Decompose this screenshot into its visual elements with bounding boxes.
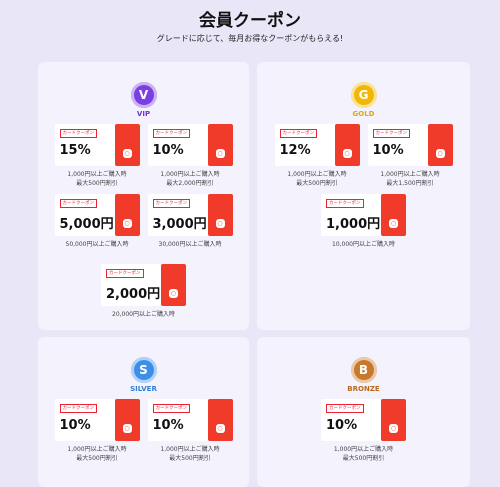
coupon-icon: ○	[389, 219, 398, 228]
coupon-condition: 最大2,000円割引	[166, 180, 214, 187]
coupon-amount: 10%	[152, 418, 184, 433]
coupon-condition: 10,000円以上ご購入時	[332, 241, 395, 248]
grade-name: BRONZE	[347, 385, 380, 393]
coupon-side: ○	[114, 399, 140, 441]
coupon-condition: 1,000円以上ご購入時	[333, 446, 394, 453]
coupon-body	[367, 124, 428, 166]
coupon[interactable]: カードクーポン 3,000円 ○	[147, 194, 233, 236]
coupon[interactable]: カードクーポン 10% ○	[321, 399, 406, 441]
coupon-icon: ○	[122, 149, 132, 158]
coupon-tag: カードクーポン	[326, 199, 364, 208]
coupon-body	[321, 194, 381, 236]
coupon-body	[321, 399, 381, 441]
coupon-condition: 最大500円割引	[76, 455, 118, 462]
coupon-side: ○	[381, 194, 406, 236]
coupon-condition: 最大500円割引	[76, 180, 118, 187]
coupon-body	[54, 194, 115, 236]
coupon[interactable]: カードクーポン 10% ○	[367, 124, 453, 166]
coupon-icon: ○	[215, 149, 225, 158]
coupon[interactable]: カードクーポン 1,000円 ○	[321, 194, 406, 236]
grade-name: GOLD	[352, 110, 375, 118]
coupon-icon: ○	[215, 219, 225, 228]
coupon-icon: ○	[342, 149, 352, 158]
coupon-tag: カードクーポン	[372, 129, 410, 138]
grade-name: SILVER	[130, 385, 157, 393]
coupon-side: ○	[207, 124, 233, 166]
coupon-side: ○	[334, 124, 360, 166]
coupon-side: ○	[161, 264, 186, 306]
coupon-condition: 最大500円割引	[296, 180, 338, 187]
coupon-body	[54, 124, 115, 166]
coupon-condition: 1,000円以上ご購入時	[287, 171, 347, 178]
coupon-tag: カードクーポン	[106, 269, 144, 278]
coupon-amount: 3,000円	[152, 217, 207, 232]
coupon-side: ○	[207, 194, 233, 236]
coupon[interactable]: カードクーポン 2,000円 ○	[101, 264, 186, 306]
coupon-side: ○	[114, 194, 140, 236]
coupon-tag: カードクーポン	[152, 129, 190, 138]
coupon-condition: 最大500円割引	[342, 455, 385, 462]
coupon-condition: 最大1,500円割引	[386, 180, 434, 187]
coupon-icon: ○	[169, 289, 178, 298]
coupon-amount: 12%	[279, 143, 311, 158]
coupon-condition: 1,000円以上ご購入時	[67, 171, 127, 178]
coupon[interactable]: カードクーポン 10% ○	[147, 399, 233, 441]
coupon-tag: カードクーポン	[279, 129, 317, 138]
coupon-body	[147, 399, 208, 441]
grade-icon: V	[130, 82, 157, 108]
coupon-amount: 1,000円	[326, 217, 381, 232]
page-title: 会員クーポン	[199, 11, 301, 31]
coupon-condition: 1,000円以上ご購入時	[160, 171, 220, 178]
coupon-tag: カードクーポン	[152, 199, 190, 208]
coupon-condition: 最大500円割引	[169, 455, 211, 462]
coupon[interactable]: カードクーポン 12% ○	[274, 124, 360, 166]
coupon-condition: 30,000円以上ご購入時	[158, 241, 222, 248]
coupon-side: ○	[207, 399, 233, 441]
coupon-body	[54, 399, 115, 441]
coupon-condition: 50,000円以上ご購入時	[65, 241, 129, 248]
coupon-amount: 10%	[59, 418, 91, 433]
grade-icon: S	[130, 357, 157, 383]
coupon[interactable]: カードクーポン 10% ○	[54, 399, 140, 441]
coupon[interactable]: カードクーポン 15% ○	[54, 124, 140, 166]
coupon-condition: 1,000円以上ご購入時	[380, 171, 440, 178]
coupon-amount: 10%	[152, 143, 184, 158]
coupon-tag: カードクーポン	[59, 199, 97, 208]
grade-name: VIP	[136, 110, 151, 118]
coupon-body	[101, 264, 161, 306]
coupon-amount: 15%	[59, 143, 91, 158]
coupon-icon: ○	[389, 424, 398, 433]
coupon-amount: 2,000円	[106, 287, 161, 302]
coupon-side: ○	[381, 399, 406, 441]
coupon[interactable]: カードクーポン 10% ○	[147, 124, 233, 166]
coupon-body	[147, 124, 208, 166]
coupon-tag: カードクーポン	[59, 404, 97, 413]
coupon-condition: 20,000円以上ご購入時	[112, 311, 175, 318]
grade-icon: G	[350, 82, 377, 108]
coupon-tag: カードクーポン	[326, 404, 364, 413]
coupon-icon: ○	[215, 424, 225, 433]
coupon-tag: カードクーポン	[59, 129, 97, 138]
page-subtitle: グレードに応じて、毎月お得なクーポンがもらえる!	[156, 34, 344, 43]
coupon-side: ○	[114, 124, 140, 166]
coupon[interactable]: カードクーポン 5,000円 ○	[54, 194, 140, 236]
coupon-icon: ○	[122, 424, 132, 433]
grade-icon: B	[350, 357, 377, 383]
coupon-condition: 1,000円以上ご購入時	[160, 446, 220, 453]
coupon-amount: 5,000円	[59, 217, 114, 232]
coupon-side: ○	[427, 124, 453, 166]
coupon-tag: カードクーポン	[152, 404, 190, 413]
coupon-body	[274, 124, 335, 166]
coupon-icon: ○	[435, 149, 445, 158]
coupon-amount: 10%	[372, 143, 404, 158]
coupon-amount: 10%	[326, 418, 358, 433]
coupon-body	[147, 194, 208, 236]
coupon-condition: 1,000円以上ご購入時	[67, 446, 127, 453]
coupon-icon: ○	[122, 219, 132, 228]
